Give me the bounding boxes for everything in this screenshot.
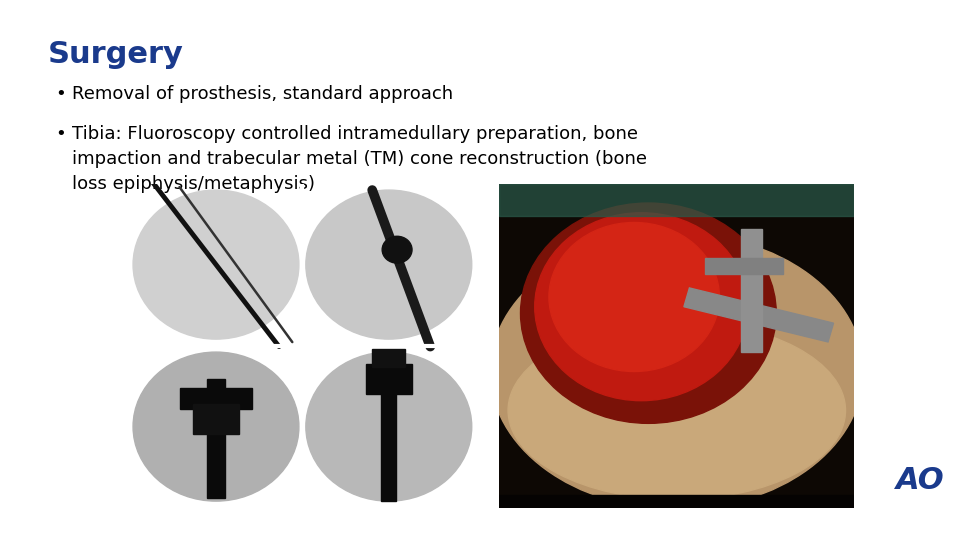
Bar: [180, 388, 252, 409]
Bar: [684, 288, 833, 342]
Bar: [706, 258, 783, 274]
Ellipse shape: [508, 321, 846, 500]
Ellipse shape: [535, 213, 748, 401]
Bar: [193, 404, 239, 434]
Bar: [381, 367, 396, 501]
Bar: [741, 229, 762, 352]
Text: Removal of prosthesis, standard approach: Removal of prosthesis, standard approach: [72, 85, 453, 103]
Text: Tibia: Fluoroscopy controlled intramedullary preparation, bone
impaction and tra: Tibia: Fluoroscopy controlled intramedul…: [72, 125, 647, 193]
Ellipse shape: [133, 190, 299, 339]
Text: Surgery: Surgery: [48, 40, 184, 69]
Ellipse shape: [491, 234, 863, 509]
Ellipse shape: [306, 352, 471, 501]
Text: •: •: [55, 125, 65, 143]
Bar: [499, 184, 854, 216]
Bar: [207, 379, 225, 498]
Bar: [372, 349, 405, 367]
Ellipse shape: [520, 203, 777, 423]
Ellipse shape: [306, 190, 471, 339]
Ellipse shape: [133, 352, 299, 501]
Bar: [366, 364, 412, 394]
Ellipse shape: [549, 222, 719, 372]
Text: •: •: [55, 85, 65, 103]
Ellipse shape: [382, 237, 412, 263]
Text: AO: AO: [896, 466, 945, 495]
Bar: [499, 495, 854, 508]
